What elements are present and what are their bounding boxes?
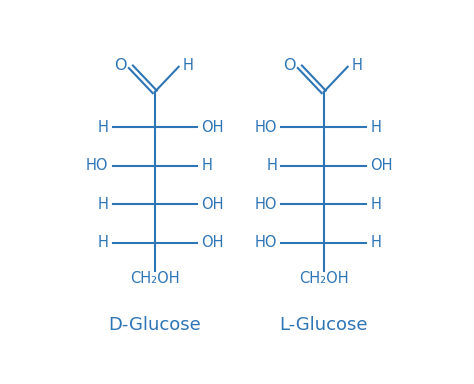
Text: CH₂OH: CH₂OH bbox=[299, 271, 348, 286]
Text: D-Glucose: D-Glucose bbox=[109, 316, 201, 334]
Text: HO: HO bbox=[255, 120, 277, 135]
Text: H: H bbox=[97, 235, 108, 250]
Text: CH₂OH: CH₂OH bbox=[130, 271, 180, 286]
Text: H: H bbox=[266, 158, 277, 173]
Text: O: O bbox=[283, 58, 295, 73]
Text: HO: HO bbox=[255, 197, 277, 212]
Text: H: H bbox=[370, 197, 381, 212]
Text: O: O bbox=[114, 58, 127, 73]
Text: H: H bbox=[370, 235, 381, 250]
Text: L-Glucose: L-Glucose bbox=[280, 316, 368, 334]
Text: H: H bbox=[201, 158, 212, 173]
Text: H: H bbox=[97, 197, 108, 212]
Text: HO: HO bbox=[255, 235, 277, 250]
Text: HO: HO bbox=[86, 158, 108, 173]
Text: OH: OH bbox=[201, 120, 224, 135]
Text: OH: OH bbox=[201, 235, 224, 250]
Text: OH: OH bbox=[201, 197, 224, 212]
Text: H: H bbox=[97, 120, 108, 135]
Text: OH: OH bbox=[370, 158, 393, 173]
Text: H: H bbox=[370, 120, 381, 135]
Text: H: H bbox=[352, 58, 363, 73]
Text: H: H bbox=[183, 58, 194, 73]
